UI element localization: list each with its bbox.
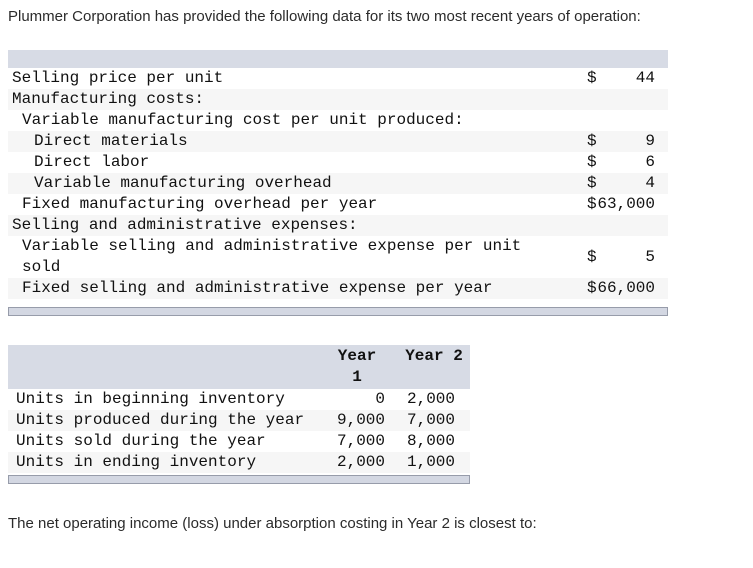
row-value: $63,000 — [587, 194, 655, 215]
year2-value: 8,000 — [406, 432, 455, 450]
year2-value: 2,000 — [406, 390, 455, 408]
row-label: Units sold during the year — [16, 432, 266, 450]
horizontal-scrollbar[interactable] — [8, 475, 470, 484]
row-label: Fixed selling and administrative expense… — [22, 279, 493, 297]
question-page: Plummer Corporation has provided the fol… — [8, 8, 668, 532]
row-label: Fixed manufacturing overhead per year — [22, 195, 378, 213]
dollar-sign: $ — [587, 69, 597, 87]
table-row: Selling and administrative expenses: — [8, 215, 668, 236]
row-label: Manufacturing costs: — [12, 90, 205, 108]
year1-value: 2,000 — [336, 453, 385, 471]
year1-value: 7,000 — [336, 432, 385, 450]
table-row: Units in ending inventory 2,000 1,000 — [8, 452, 470, 473]
dollar-sign: $ — [587, 132, 597, 150]
dollar-sign: $ — [587, 174, 597, 192]
row-label: Direct materials — [34, 132, 188, 150]
dollar-sign: $ — [587, 279, 597, 297]
dollar-sign: $ — [587, 195, 597, 213]
row-value: $6 — [587, 152, 655, 173]
row-label: Units in beginning inventory — [16, 390, 285, 408]
row-value: $66,000 — [587, 278, 655, 299]
row-label: Variable selling and administrative expe… — [22, 237, 522, 276]
table-row: Variable manufacturing overhead $4 — [8, 173, 668, 194]
col-header-year2: Year 2 — [405, 347, 463, 365]
row-label: Units in ending inventory — [16, 453, 257, 471]
table-row: Units produced during the year 9,000 7,0… — [8, 410, 470, 431]
units-table: Year 1 Year 2 Units in beginning invento… — [8, 345, 470, 473]
table-row: Units in beginning inventory 0 2,000 — [8, 389, 470, 410]
dollar-sign: $ — [587, 247, 597, 266]
row-label: Units produced during the year — [16, 411, 305, 429]
dollar-sign: $ — [587, 153, 597, 171]
units-table-rows: Units in beginning inventory 0 2,000 Uni… — [8, 389, 470, 473]
row-label: Variable manufacturing overhead — [34, 174, 332, 192]
table-row: Variable selling and administrative expe… — [8, 236, 668, 278]
question-text: The net operating income (loss) under ab… — [8, 515, 537, 532]
amount: 4 — [645, 174, 655, 192]
row-value: $5 — [587, 247, 655, 268]
units-table-header: Year 1 Year 2 — [8, 345, 470, 389]
cost-data-table: Selling price per unit $44 Manufacturing… — [8, 50, 668, 299]
amount: 44 — [635, 69, 655, 87]
table-row: Units sold during the year 7,000 8,000 — [8, 431, 470, 452]
amount: 9 — [645, 132, 655, 150]
intro-text: Plummer Corporation has provided the fol… — [8, 8, 641, 25]
row-label: Selling price per unit — [12, 69, 224, 87]
year1-value: 0 — [375, 390, 385, 408]
row-label: Direct labor — [34, 153, 150, 171]
row-label: Variable manufacturing cost per unit pro… — [22, 111, 464, 129]
year1-value: 9,000 — [336, 411, 385, 429]
cost-table-rows: Selling price per unit $44 Manufacturing… — [8, 68, 668, 299]
year2-value: 7,000 — [406, 411, 455, 429]
col-header-year1: Year 1 — [337, 347, 377, 386]
table-row: Selling price per unit $44 — [8, 68, 668, 89]
amount: 6 — [645, 153, 655, 171]
horizontal-scrollbar[interactable] — [8, 307, 668, 316]
table-row: Fixed manufacturing overhead per year $6… — [8, 194, 668, 215]
table-row: Fixed selling and administrative expense… — [8, 278, 668, 299]
table-row: Variable manufacturing cost per unit pro… — [8, 110, 668, 131]
amount: 5 — [645, 247, 655, 266]
amount: 63,000 — [597, 195, 655, 213]
cost-table-header-bar — [8, 50, 668, 68]
amount: 66,000 — [597, 279, 655, 297]
row-value: $44 — [587, 68, 655, 89]
table-row: Direct materials $9 — [8, 131, 668, 152]
row-value: $4 — [587, 173, 655, 194]
table-row: Direct labor $6 — [8, 152, 668, 173]
row-value: $9 — [587, 131, 655, 152]
row-label: Selling and administrative expenses: — [12, 216, 358, 234]
table-row: Manufacturing costs: — [8, 89, 668, 110]
year2-value: 1,000 — [406, 453, 455, 471]
